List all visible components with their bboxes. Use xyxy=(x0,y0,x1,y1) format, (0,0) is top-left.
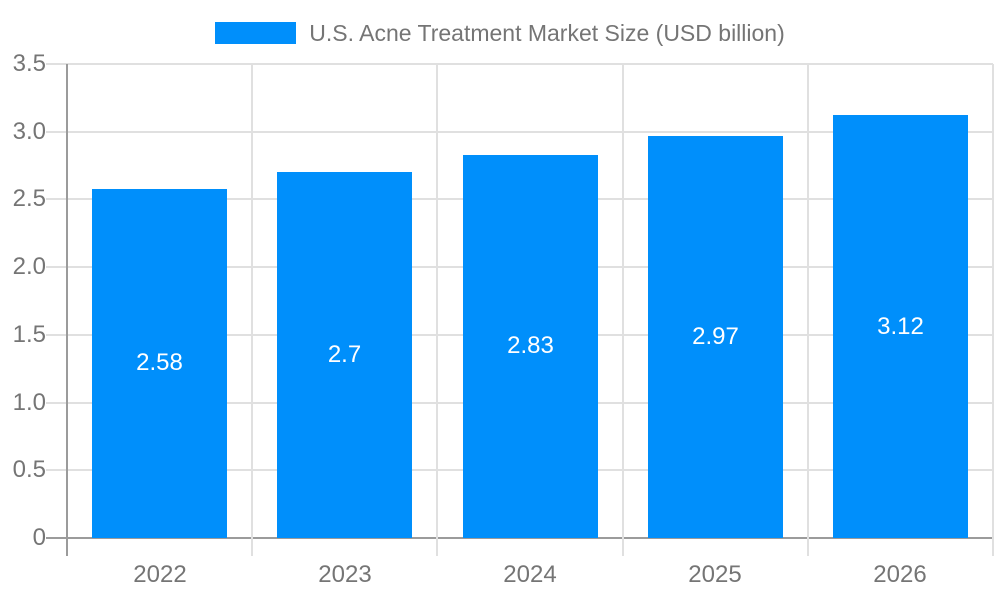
legend-swatch[interactable] xyxy=(215,22,297,44)
x-gridline xyxy=(621,64,624,556)
y-gridline xyxy=(46,130,993,133)
y-gridline xyxy=(46,63,993,65)
legend-label[interactable]: U.S. Acne Treatment Market Size (USD bil… xyxy=(309,20,785,46)
x-gridline xyxy=(806,64,809,556)
x-tick-label: 2024 xyxy=(503,561,557,588)
bar xyxy=(463,154,598,538)
bar-value-label: 2.58 xyxy=(136,349,183,376)
y-tick-label: 2.0 xyxy=(12,253,46,281)
x-tick-label: 2025 xyxy=(688,561,742,588)
bar-value-label: 3.12 xyxy=(877,313,924,340)
x-axis-line xyxy=(46,537,993,539)
bar xyxy=(277,172,412,538)
bar xyxy=(92,188,227,538)
bar-value-label: 2.97 xyxy=(692,323,739,350)
x-gridline xyxy=(436,64,439,556)
y-tick-label: 0 xyxy=(32,524,46,551)
y-tick-label: 2.5 xyxy=(12,185,46,213)
bar-value-label: 2.83 xyxy=(507,332,554,359)
y-tick-label: 3.0 xyxy=(12,117,46,145)
x-tick-label: 2026 xyxy=(873,561,927,588)
bar xyxy=(648,135,783,538)
legend: U.S. Acne Treatment Market Size (USD bil… xyxy=(0,18,1000,48)
y-axis-line xyxy=(66,64,68,556)
x-gridline xyxy=(251,64,254,556)
y-tick-label: 1.5 xyxy=(12,320,46,348)
y-tick-label: 3.5 xyxy=(12,50,46,77)
y-tick-label: 1.0 xyxy=(12,388,46,416)
x-tick-label: 2022 xyxy=(133,561,187,588)
bar-value-label: 2.7 xyxy=(327,341,362,368)
bar xyxy=(833,115,968,538)
x-gridline xyxy=(992,64,994,556)
x-tick-label: 2023 xyxy=(318,561,372,588)
y-tick-label: 0.5 xyxy=(12,456,46,484)
